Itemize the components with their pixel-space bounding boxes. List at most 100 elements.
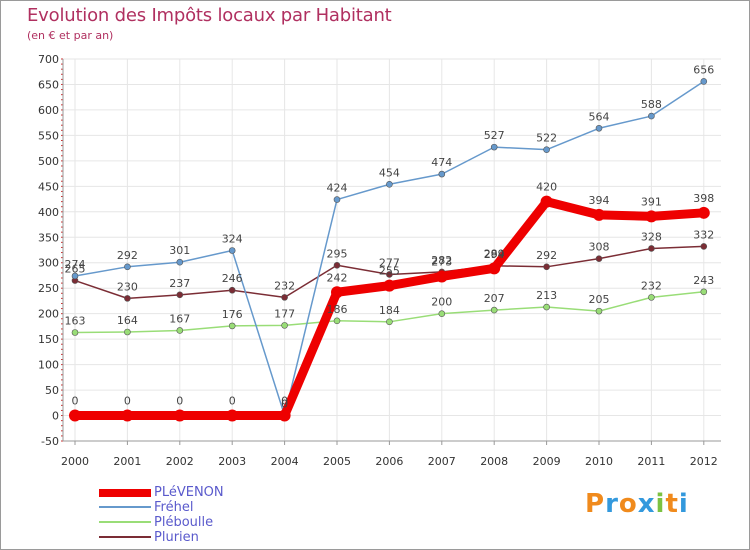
point-frhel	[438, 170, 446, 178]
point-plboulle	[333, 317, 341, 325]
point-plvenon	[435, 270, 448, 283]
y-tick-label: -50	[41, 435, 59, 448]
data-label-frhel: 274	[65, 258, 86, 271]
point-plboulle	[595, 307, 603, 315]
data-label-frhel: 527	[484, 129, 505, 142]
x-tick-label: 2006	[375, 455, 403, 468]
point-plurien	[176, 291, 184, 299]
data-label-frhel: 522	[536, 132, 557, 145]
data-label-frhel: 564	[589, 110, 610, 123]
point-plboulle	[124, 328, 131, 336]
y-tick-label: 250	[38, 282, 59, 295]
data-label-plurien: 295	[327, 247, 348, 260]
data-label-plvenon: 391	[641, 195, 662, 208]
legend-swatch-plevenon	[99, 489, 151, 497]
logo-letter: t	[665, 489, 679, 519]
data-label-plvenon: 242	[327, 271, 348, 284]
point-plvenon	[645, 210, 658, 223]
point-plurien	[228, 286, 236, 294]
point-plboulle	[648, 294, 655, 301]
point-frhel	[124, 263, 131, 271]
logo-letter: x	[637, 489, 656, 519]
data-label-plboulle: 163	[65, 315, 86, 328]
point-plurien	[124, 295, 131, 302]
data-label-plvenon: 273	[431, 255, 452, 268]
grid-lines	[63, 58, 721, 442]
point-plvenon	[488, 262, 501, 275]
data-label-plurien: 265	[65, 263, 86, 276]
y-tick-label: 400	[38, 206, 59, 219]
data-label-plboulle: 200	[431, 296, 452, 309]
point-plboulle	[700, 288, 708, 296]
legend-swatch-frehel	[99, 506, 151, 508]
data-label-plboulle: 176	[222, 308, 243, 321]
point-plvenon	[173, 409, 186, 422]
data-label-plvenon: 0	[124, 395, 131, 408]
point-plurien	[333, 261, 341, 269]
data-label-plboulle: 164	[117, 314, 138, 327]
point-frhel	[543, 146, 550, 153]
point-frhel	[700, 78, 708, 85]
data-labels-layer: 265 230 237 246 232 295 277 282 294 292 308 328 332 1…	[65, 63, 715, 410]
point-plurien	[700, 243, 708, 250]
y-tick-label: 50	[45, 384, 59, 397]
data-label-frhel: 588	[641, 98, 662, 111]
point-plboulle	[490, 306, 498, 314]
data-label-plvenon: 0	[176, 395, 183, 408]
data-label-frhel: 301	[169, 244, 190, 257]
plot-area	[63, 59, 721, 441]
point-plvenon	[226, 409, 239, 422]
data-label-plboulle: 167	[169, 312, 190, 325]
data-label-plvenon: 0	[229, 395, 236, 408]
x-tick-label: 2008	[480, 455, 508, 468]
point-frhel	[386, 180, 393, 188]
x-tick-label: 2010	[585, 455, 613, 468]
series-layer	[69, 78, 710, 422]
legend-label-plevenon: PLéVENON	[154, 485, 224, 500]
data-label-plboulle: 186	[327, 303, 348, 316]
y-tick-label: 200	[38, 308, 59, 321]
data-label-frhel: 474	[431, 156, 452, 169]
y-tick-label: 650	[38, 78, 59, 91]
point-frhel	[333, 196, 341, 203]
y-tick-label: 700	[38, 53, 59, 66]
legend-label-frehel: Fréhel	[154, 500, 194, 515]
data-label-plurien: 232	[274, 279, 295, 292]
proxiti-logo: Proxiti	[585, 489, 689, 519]
y-tick-label: 300	[38, 257, 59, 270]
x-tick-label: 2001	[113, 455, 141, 468]
y-tick-label: 450	[38, 180, 59, 193]
point-frhel	[71, 272, 79, 280]
point-plvenon	[121, 409, 134, 422]
point-plvenon	[540, 195, 553, 208]
data-label-frhel: 454	[379, 166, 400, 179]
point-plurien	[543, 263, 550, 271]
y-tick-label: 350	[38, 231, 59, 244]
point-plvenon	[278, 409, 291, 422]
logo-letter: i	[655, 489, 666, 519]
data-label-plboulle: 213	[536, 289, 557, 302]
data-label-plboulle: 184	[379, 304, 400, 317]
data-label-plvenon: 394	[589, 194, 610, 207]
point-frhel	[228, 247, 236, 254]
point-plvenon	[69, 409, 81, 422]
logo-letter: P	[585, 489, 606, 519]
data-label-plurien: 282	[431, 254, 452, 267]
x-tick-label: 2009	[533, 455, 561, 468]
chart-title: Evolution des Impôts locaux par Habitant	[27, 5, 392, 26]
data-label-plboulle: 243	[693, 274, 714, 287]
data-label-plurien: 277	[379, 256, 400, 269]
data-label-plurien: 292	[536, 249, 557, 262]
y-tick-label: 500	[38, 155, 59, 168]
legend-label-plurien: Plurien	[154, 530, 199, 545]
point-plurien	[595, 255, 603, 262]
point-plboulle	[438, 310, 446, 317]
x-tick-label: 2005	[323, 455, 351, 468]
data-label-frhel: 324	[222, 233, 243, 246]
point-plboulle	[281, 322, 288, 329]
legend-swatch-pleboulle	[99, 521, 151, 523]
point-plboulle	[228, 322, 236, 330]
data-label-plvenon: 0	[72, 395, 79, 408]
x-tick-label: 2002	[166, 455, 194, 468]
axes: -50 0 50 100 150 200 250 300 350 400 450 500 550 600 6…	[38, 53, 721, 468]
